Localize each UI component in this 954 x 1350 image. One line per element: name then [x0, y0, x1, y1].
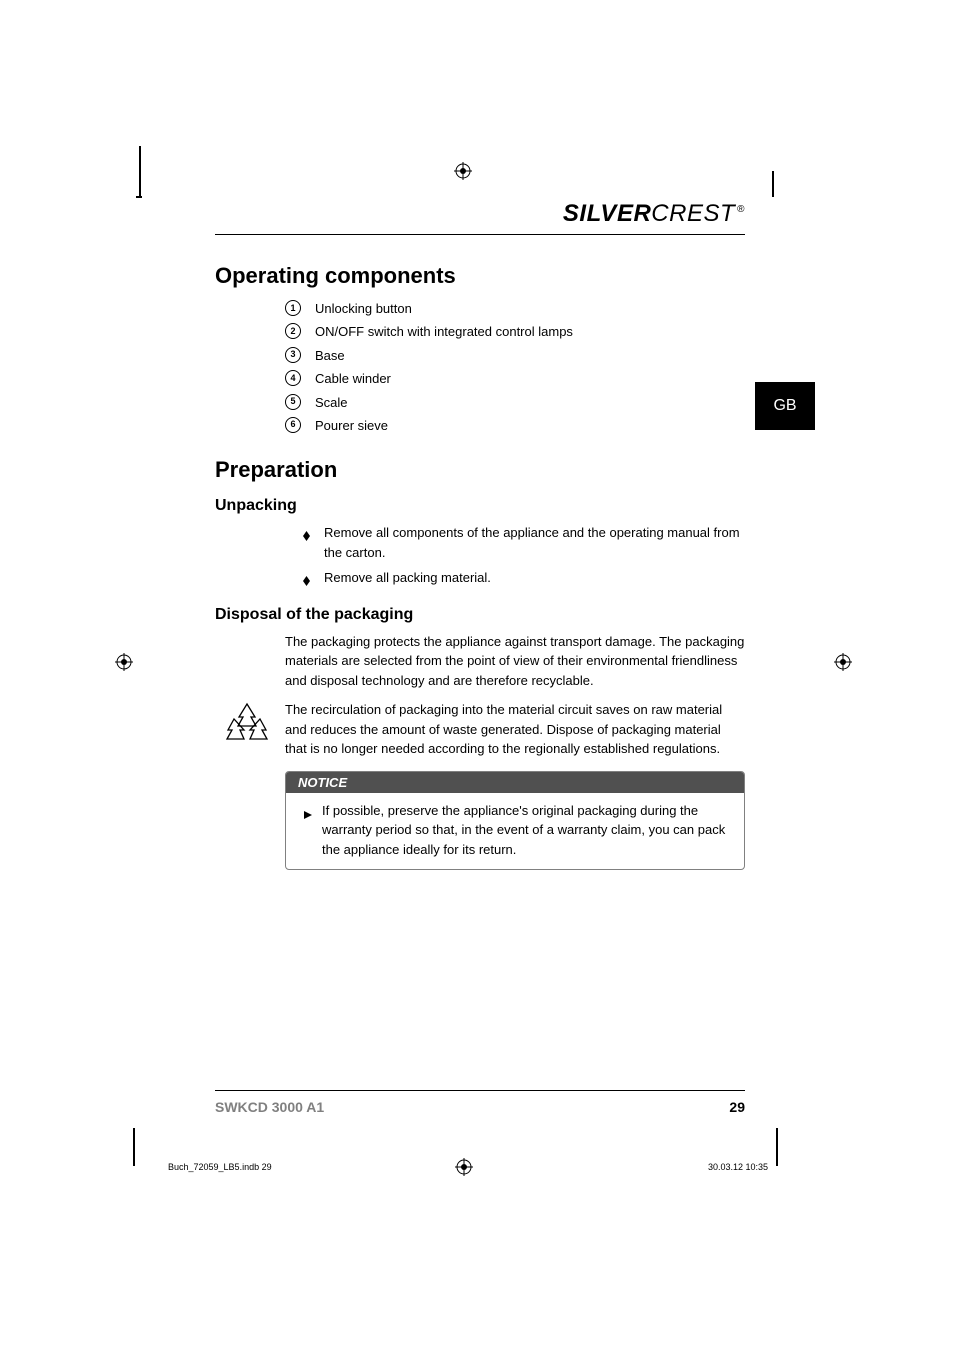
- heading-unpacking: Unpacking: [215, 497, 745, 515]
- footer-model: SWKCD 3000 A1: [215, 1099, 324, 1115]
- list-item: 4 Cable winder: [285, 367, 745, 390]
- crop-mark-bottom-right: [776, 1128, 778, 1166]
- notice-text: If possible, preserve the appliance's or…: [322, 801, 726, 860]
- number-icon: 6: [285, 417, 301, 433]
- disposal-paragraph-2: The recirculation of packaging into the …: [285, 700, 745, 759]
- triangle-icon: [304, 805, 312, 860]
- list-item: 1 Unlocking button: [285, 297, 745, 320]
- notice-body: If possible, preserve the appliance's or…: [286, 793, 744, 870]
- diamond-icon: [303, 527, 310, 547]
- list-item: Remove all components of the appliance a…: [303, 523, 745, 562]
- list-item-label: ON/OFF switch with integrated control la…: [315, 320, 573, 343]
- language-tab-label: GB: [773, 397, 796, 415]
- notice-box: NOTICE If possible, preserve the applian…: [285, 771, 745, 871]
- unpacking-list: Remove all components of the appliance a…: [215, 523, 745, 592]
- brand-logo: SILVERCREST®: [215, 200, 745, 235]
- brand-bold: SILVER: [563, 200, 651, 227]
- number-icon: 2: [285, 323, 301, 339]
- brand-thin: CREST: [651, 200, 735, 227]
- registration-mark-top: [454, 162, 472, 180]
- registration-mark-right: [834, 653, 852, 671]
- print-info: Buch_72059_LB5.indb 29 30.03.12 10:35: [168, 1162, 768, 1172]
- list-item: Remove all packing material.: [303, 568, 745, 592]
- list-item: 5 Scale: [285, 391, 745, 414]
- recycle-icon: [225, 700, 269, 749]
- heading-preparation: Preparation: [215, 457, 745, 483]
- crop-mark-top-left: [136, 146, 144, 198]
- page-content: SILVERCREST® GB Operating components 1Un…: [215, 200, 745, 870]
- heading-disposal: Disposal of the packaging: [215, 606, 745, 624]
- list-item-label: Scale: [315, 391, 348, 414]
- print-file: Buch_72059_LB5.indb 29: [168, 1162, 272, 1172]
- notice-item: If possible, preserve the appliance's or…: [304, 801, 726, 860]
- disposal-paragraph-1: The packaging protects the appliance aga…: [215, 632, 745, 691]
- list-item-label: Remove all packing material.: [324, 568, 491, 588]
- list-item-label: Base: [315, 344, 345, 367]
- list-item: 3 Base: [285, 344, 745, 367]
- number-icon: 3: [285, 347, 301, 363]
- footer-page-number: 29: [729, 1099, 745, 1115]
- heading-operating-components: Operating components: [215, 263, 745, 289]
- crop-mark-top-right: [772, 171, 774, 197]
- registration-mark-left: [115, 653, 133, 671]
- crop-mark-bottom-left: [133, 1128, 135, 1166]
- list-item: 2 ON/OFF switch with integrated control l…: [285, 320, 745, 343]
- list-item-label: Cable winder: [315, 367, 391, 390]
- number-icon: 5: [285, 394, 301, 410]
- list-item-label: Pourer sieve: [315, 414, 388, 437]
- list-item-label: Unlocking button: [315, 297, 412, 320]
- language-tab: GB: [755, 382, 815, 430]
- list-item-label: Remove all components of the appliance a…: [324, 523, 745, 562]
- number-icon: 4: [285, 370, 301, 386]
- print-date: 30.03.12 10:35: [708, 1162, 768, 1172]
- number-icon: 1: [285, 300, 301, 316]
- page-footer: SWKCD 3000 A1 29: [215, 1090, 745, 1115]
- notice-header: NOTICE: [286, 772, 744, 793]
- brand-reg: ®: [737, 204, 745, 215]
- list-item: 6 Pourer sieve: [285, 414, 745, 437]
- recycle-row: The recirculation of packaging into the …: [215, 700, 745, 759]
- operating-components-list: 1 Unlocking button 2 ON/OFF switch with in…: [215, 297, 745, 437]
- diamond-icon: [303, 572, 310, 592]
